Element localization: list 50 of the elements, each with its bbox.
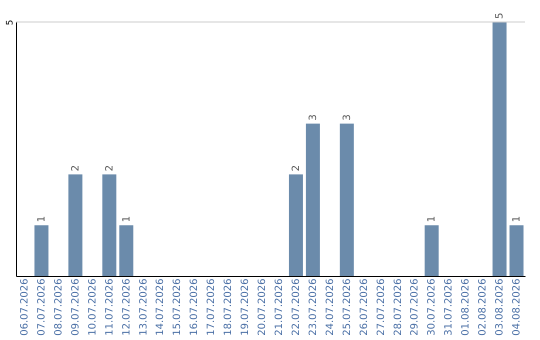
bar — [102, 174, 116, 276]
x-tick-label: 09.07.2026 — [70, 278, 82, 336]
x-tick-label: 30.07.2026 — [426, 278, 438, 336]
data-label: 2 — [70, 165, 82, 172]
x-tick-label: 28.07.2026 — [392, 278, 404, 336]
x-tick-label: 14.07.2026 — [155, 278, 166, 336]
x-tick-label: 04.08.2026 — [512, 278, 523, 336]
x-tick-label: 01.08.2026 — [460, 278, 472, 336]
bar — [492, 22, 507, 276]
data-label: 2 — [290, 165, 302, 172]
bar — [424, 225, 439, 276]
data-label: 3 — [308, 114, 319, 121]
x-tick-label: 11.07.2026 — [104, 278, 116, 336]
data-label: 1 — [121, 216, 132, 222]
bar — [288, 174, 303, 276]
x-tick-label: 08.07.2026 — [53, 278, 64, 336]
x-tick-label: 26.07.2026 — [358, 278, 370, 336]
x-tick-label: 16.07.2026 — [189, 278, 200, 336]
bar — [68, 174, 82, 276]
x-tick-label: 07.07.2026 — [36, 278, 48, 336]
x-tick-label: 21.07.2026 — [274, 278, 285, 336]
x-tick-label: 25.07.2026 — [342, 278, 353, 336]
x-tick-label: 13.07.2026 — [138, 278, 150, 336]
bar — [340, 124, 354, 276]
data-label: 1 — [512, 216, 523, 222]
x-tick-label: 27.07.2026 — [376, 278, 387, 336]
data-label: 3 — [342, 114, 353, 121]
x-tick-label: 29.07.2026 — [410, 278, 421, 336]
x-tick-label: 12.07.2026 — [121, 278, 132, 336]
x-tick-label: 03.08.2026 — [494, 278, 506, 336]
x-tick-label: 18.07.2026 — [223, 278, 234, 336]
bar — [34, 225, 48, 276]
x-tick-label: 17.07.2026 — [206, 278, 218, 336]
x-tick-label: 24.07.2026 — [324, 278, 336, 336]
x-tick-label: 19.07.2026 — [240, 278, 252, 336]
x-tick-label: 20.07.2026 — [257, 278, 268, 336]
x-tick-label: 22.07.2026 — [290, 278, 302, 336]
x-tick-label: 10.07.2026 — [87, 278, 98, 336]
x-tick-label: 15.07.2026 — [172, 278, 184, 336]
data-label: 1 — [426, 216, 438, 222]
x-tick-label: 31.07.2026 — [444, 278, 455, 336]
bar — [119, 225, 134, 276]
data-label: 2 — [104, 165, 116, 172]
bar — [306, 124, 320, 276]
x-tick-label: 23.07.2026 — [308, 278, 319, 336]
data-label: 5 — [494, 12, 506, 19]
bar — [510, 225, 524, 276]
data-label: 1 — [36, 216, 48, 222]
x-tick-label: 02.08.2026 — [478, 278, 489, 336]
x-tick-label: 06.07.2026 — [19, 278, 30, 336]
